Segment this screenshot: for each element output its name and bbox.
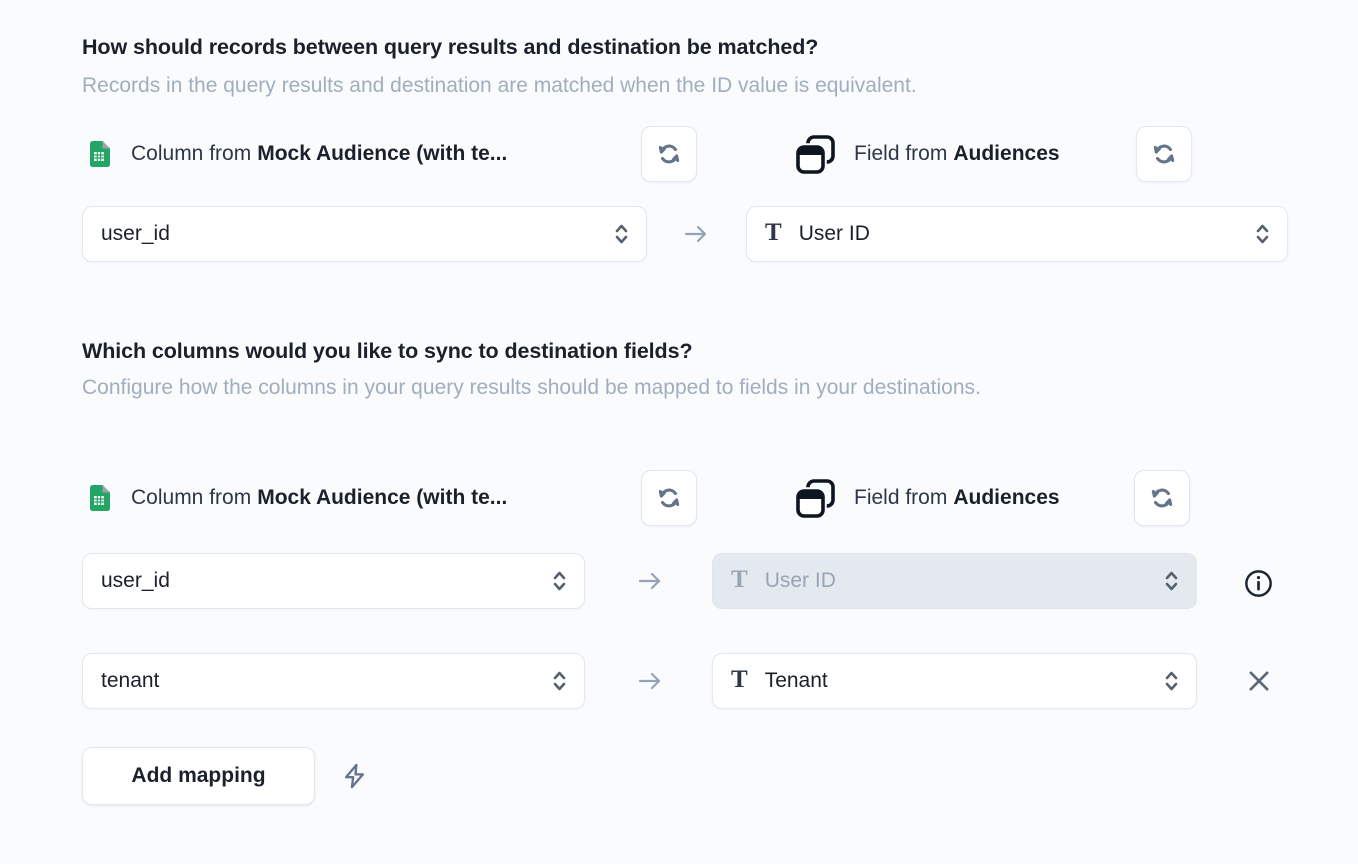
- refresh-source-columns-button[interactable]: [641, 126, 697, 182]
- destination-header-name: Audiences: [953, 486, 1060, 509]
- sync-row-source-select[interactable]: user_id: [82, 553, 585, 609]
- sync-row-source-select[interactable]: tenant: [82, 653, 585, 709]
- google-sheets-icon: [84, 483, 114, 513]
- chevron-updown-icon: [1163, 668, 1180, 694]
- destination-header-prefix: Field from: [854, 142, 948, 165]
- chevron-updown-icon: [1163, 568, 1180, 594]
- audiences-destination-icon: [793, 476, 837, 520]
- text-type-icon: T: [731, 566, 748, 593]
- source-header-name: Mock Audience (with te...: [257, 486, 508, 509]
- source-header-name: Mock Audience (with te...: [257, 142, 508, 165]
- sync-section-title: Which columns would you like to sync to …: [82, 339, 693, 363]
- lightning-icon[interactable]: [341, 762, 369, 790]
- arrow-right-icon: [635, 569, 665, 593]
- refresh-icon: [1149, 139, 1179, 169]
- matching-section-title: How should records between query results…: [82, 35, 819, 59]
- refresh-icon: [654, 483, 684, 513]
- chevron-updown-icon: [551, 668, 568, 694]
- refresh-icon: [1147, 483, 1177, 513]
- sync-destination-header: Field from Audiences: [793, 470, 1060, 526]
- text-type-icon: T: [731, 666, 748, 693]
- refresh-source-columns-button[interactable]: [641, 470, 697, 526]
- sync-section-subtitle: Configure how the columns in your query …: [82, 376, 981, 399]
- match-source-column-value: user_id: [101, 222, 170, 245]
- destination-header-name: Audiences: [953, 142, 1060, 165]
- chevron-updown-icon: [613, 221, 630, 247]
- sync-row-source-value: user_id: [101, 569, 170, 592]
- sync-row-source-value: tenant: [101, 669, 160, 692]
- add-mapping-button[interactable]: Add mapping: [82, 747, 315, 805]
- refresh-destination-fields-button[interactable]: [1136, 126, 1192, 182]
- google-sheets-icon: [84, 139, 114, 169]
- match-destination-field-select[interactable]: T User ID: [746, 206, 1288, 262]
- sync-row-destination-select-disabled: T User ID: [712, 553, 1197, 609]
- source-header-prefix: Column from: [131, 142, 252, 165]
- refresh-icon: [654, 139, 684, 169]
- match-source-column-select[interactable]: user_id: [82, 206, 647, 262]
- arrow-right-icon: [681, 222, 711, 246]
- info-icon[interactable]: [1243, 568, 1274, 599]
- matching-destination-header: Field from Audiences: [793, 126, 1060, 182]
- matching-source-header: Column from Mock Audience (with te...: [84, 126, 507, 182]
- arrow-right-icon: [635, 669, 665, 693]
- source-header-prefix: Column from: [131, 486, 252, 509]
- sync-row-destination-select[interactable]: T Tenant: [712, 653, 1197, 709]
- chevron-updown-icon: [1254, 221, 1271, 247]
- sync-row-destination-value: Tenant: [764, 669, 828, 692]
- chevron-updown-icon: [551, 568, 568, 594]
- matching-section-subtitle: Records in the query results and destina…: [82, 74, 917, 97]
- audiences-destination-icon: [793, 132, 837, 176]
- match-destination-field-value: User ID: [798, 222, 870, 245]
- remove-mapping-icon[interactable]: [1245, 667, 1273, 695]
- sync-row-destination-value: User ID: [764, 569, 836, 592]
- destination-header-prefix: Field from: [854, 486, 948, 509]
- text-type-icon: T: [765, 219, 782, 246]
- sync-source-header: Column from Mock Audience (with te...: [84, 470, 507, 526]
- refresh-destination-fields-button[interactable]: [1134, 470, 1190, 526]
